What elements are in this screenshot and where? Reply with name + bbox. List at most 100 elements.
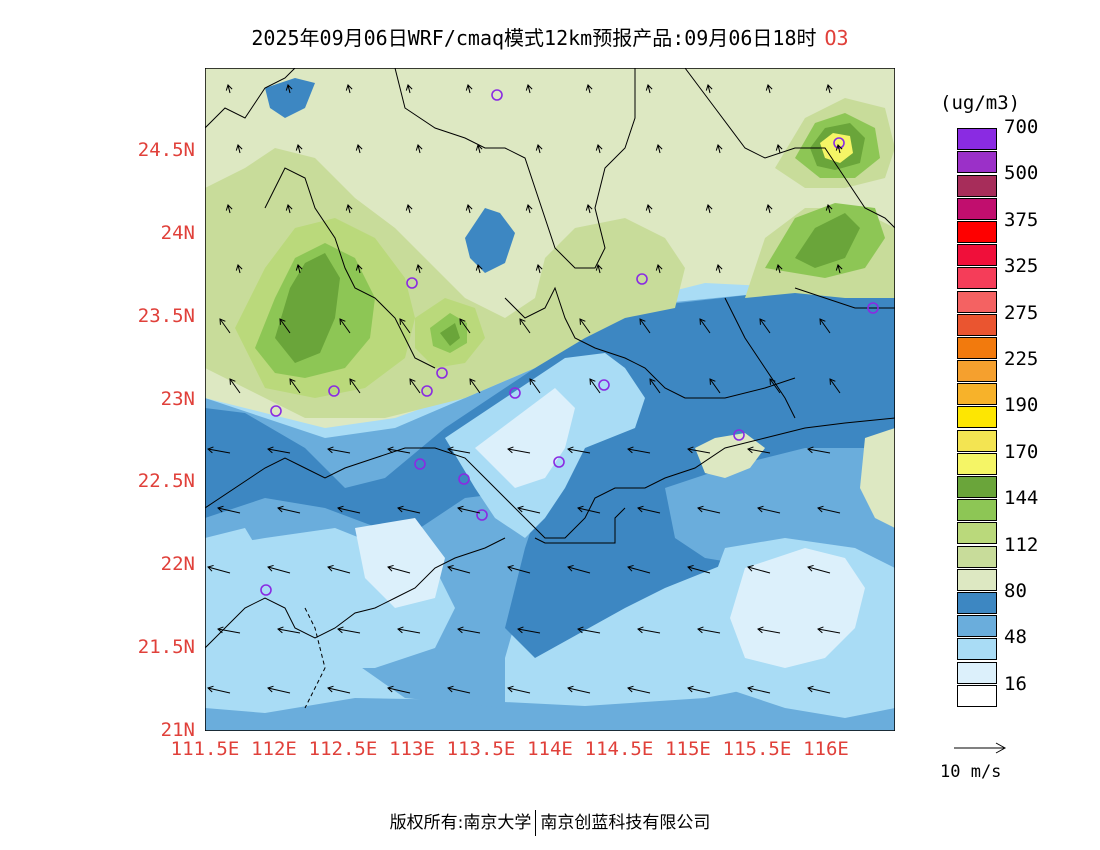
wind-arrow	[469, 378, 481, 394]
wind-arrow	[649, 378, 661, 394]
band-144-central	[440, 323, 460, 346]
wind-arrow-head	[535, 144, 543, 151]
longitude-label: 116E	[803, 738, 849, 760]
wind-arrow-head	[747, 685, 754, 693]
wind-arrow	[399, 318, 411, 334]
wind-arrow-head	[835, 144, 843, 151]
wind-arrow-head	[637, 505, 644, 513]
legend-swatch	[957, 220, 997, 243]
legend-swatch	[957, 197, 997, 220]
wind-arrow	[417, 264, 421, 274]
wind-arrow	[567, 566, 591, 574]
legend-label: 500	[1004, 162, 1039, 185]
wind-arrow-head	[279, 318, 286, 325]
wind-arrow	[357, 264, 361, 274]
legend-swatch	[957, 476, 997, 498]
wind-arrow-head	[229, 378, 236, 385]
wind-arrow	[207, 687, 231, 694]
wind-arrow	[707, 84, 711, 94]
wind-arrow-head	[267, 446, 274, 454]
legend-swatch	[957, 383, 997, 406]
footer-separator	[535, 810, 537, 836]
wind-arrow	[407, 204, 411, 214]
legend-label: 275	[1004, 301, 1039, 324]
legend-swatch	[957, 591, 997, 614]
wind-arrow-head	[637, 626, 644, 634]
wind-arrow	[287, 204, 291, 214]
wind-arrow-head	[697, 505, 704, 513]
wind-arrow	[597, 144, 601, 154]
wind-arrow-head	[327, 446, 334, 454]
wind-arrow-head	[399, 318, 406, 325]
wind-arrow-head	[577, 626, 584, 634]
legend-swatch	[957, 244, 997, 267]
longitude-label: 114E	[527, 738, 573, 760]
wind-arrow	[279, 318, 291, 334]
wind-arrow	[589, 378, 601, 394]
boundary-2	[264, 167, 436, 369]
wind-arrow	[807, 566, 831, 574]
wind-arrow-head	[507, 685, 514, 693]
wind-arrow	[709, 378, 721, 394]
legend-swatch	[957, 360, 997, 383]
wind-arrow-head	[825, 84, 833, 91]
wind-arrow	[507, 448, 531, 454]
wind-arrow	[697, 507, 721, 514]
latitude-label: 22N	[160, 553, 195, 576]
wind-arrow-head	[517, 505, 524, 513]
wind-arrow	[227, 204, 231, 214]
coastline-west	[205, 537, 506, 649]
wind-arrow-head	[579, 318, 586, 325]
boundary-1	[205, 68, 296, 129]
copyright-footer: 版权所有:南京大学 南京创蓝科技有限公司	[0, 808, 1100, 836]
station-marker	[733, 429, 745, 441]
wind-arrow	[237, 144, 241, 154]
wind-arrow	[777, 144, 781, 154]
wind-arrow	[447, 687, 471, 694]
wind-arrow-head	[567, 685, 574, 693]
wind-arrow	[347, 84, 351, 94]
wind-arrow	[229, 378, 241, 394]
latitude-label: 22.5N	[137, 470, 195, 493]
wind-arrow	[829, 378, 841, 394]
station-marker	[867, 302, 879, 314]
legend-label: 112	[1004, 533, 1039, 556]
wind-arrow	[267, 566, 291, 574]
wind-arrow	[447, 448, 471, 454]
wind-arrow-head	[387, 446, 394, 454]
wind-arrow-head	[577, 505, 584, 513]
wind-arrow-head	[277, 626, 284, 634]
legend-label: 225	[1004, 348, 1039, 370]
wind-arrow-head	[219, 318, 226, 325]
wind-arrow-head	[529, 378, 536, 385]
wind-arrow	[387, 687, 411, 694]
wind-arrow-head	[459, 318, 466, 325]
wind-arrow	[587, 84, 591, 94]
wind-arrow-head	[807, 446, 814, 454]
sea-boundary	[304, 607, 326, 709]
wind-arrow-head	[327, 685, 334, 693]
wind-arrow	[637, 507, 661, 514]
wind-arrow	[337, 628, 361, 634]
lake-blue-patch	[465, 208, 515, 273]
wind-arrow-head	[589, 378, 596, 385]
band-144-east	[795, 213, 860, 268]
longitude-label: 114.5E	[584, 738, 654, 760]
legend-swatch	[957, 336, 997, 359]
wind-arrow-head	[715, 144, 723, 151]
legend-label: 170	[1004, 440, 1039, 463]
wind-arrow-head	[285, 84, 293, 91]
wind-arrow	[597, 264, 601, 274]
wind-arrow-head	[409, 378, 416, 385]
longitude-label: 115E	[665, 738, 711, 760]
wind-arrow-head	[217, 505, 224, 513]
wind-arrow	[707, 204, 711, 214]
wind-arrow	[357, 144, 361, 154]
boundary-5	[684, 68, 895, 229]
wind-arrow-head	[387, 685, 394, 693]
wind-arrow	[459, 318, 471, 334]
wind-arrow	[219, 318, 231, 334]
station-marker	[436, 367, 448, 379]
legend-swatch	[957, 661, 997, 684]
wind-arrow	[467, 84, 471, 94]
